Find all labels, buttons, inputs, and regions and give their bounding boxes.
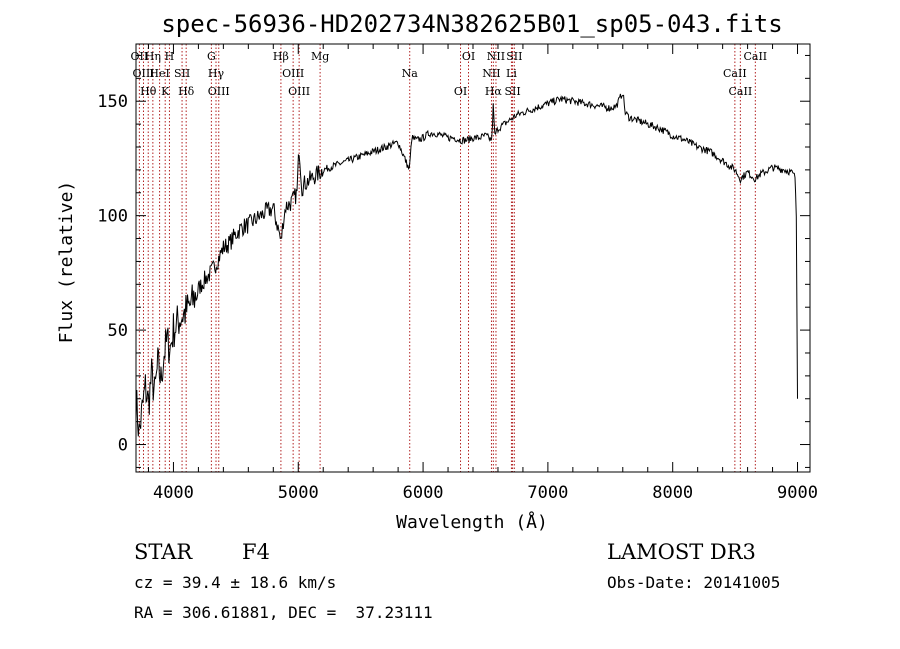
line-label: OIII [288,85,310,98]
line-label: CaII [743,50,767,63]
line-label: OIII [132,67,154,80]
line-label: SII [174,67,190,80]
line-label: G [207,50,216,63]
y-tick-label: 50 [108,321,128,341]
line-label: OI [454,85,467,98]
line-label: Li [506,67,517,80]
star-class: STAR [134,540,193,564]
y-tick-label: 0 [118,436,128,456]
x-tick-label: 9000 [777,483,818,503]
line-label: CaII [723,67,747,80]
x-tick-label: 7000 [527,483,568,503]
line-label: OIII [208,85,230,98]
line-label: OII [131,50,149,63]
line-label: Hβ [273,50,289,63]
x-tick-label: 4000 [153,483,194,503]
y-tick-label: 150 [97,92,128,112]
line-label: OI [462,50,475,63]
line-label: Hη [145,50,161,63]
spectrum-line [135,93,798,437]
line-label: Hδ [178,85,195,98]
line-label: Mg [311,50,329,63]
line-label: NII [482,67,500,80]
line-label: Hα [485,85,503,98]
line-label: HeI [149,67,169,80]
y-axis-label: Flux (relative) [56,181,77,344]
y-axis-ticks: 0 50 100 150 [97,54,810,468]
plot-frame [135,43,811,473]
cz-value: cz = 39.4 ± 18.6 km/s [134,573,337,592]
line-label: OIII [282,67,304,80]
chart-title: spec-56936-HD202734N382625B01_sp05-043.f… [161,10,782,38]
line-labels: OII OIII Hθ Hη HeI K H SII Hδ G Hγ OIII Hβ OIII OIII Mg… [131,50,768,98]
line-label: SII [504,85,520,98]
x-tick-label: 6000 [403,483,444,503]
line-label: Hγ [208,67,225,80]
line-label: H [165,50,175,63]
coordinates: RA = 306.61881, DEC = 37.23111 [134,603,433,622]
survey-name: LAMOST DR3 [607,540,756,564]
y-tick-label: 100 [97,207,128,227]
line-label: Hθ [140,85,157,98]
x-tick-label: 5000 [278,483,319,503]
line-label: Na [402,67,419,80]
line-label: NII [487,50,505,63]
x-axis-label: Wavelength (Å) [396,511,548,533]
x-tick-label: 8000 [652,483,693,503]
obs-date: Obs-Date: 20141005 [607,573,781,592]
line-label: K [161,85,170,98]
line-markers [138,44,756,472]
x-axis-ticks: 4000 5000 6000 7000 8000 9000 [147,44,818,503]
star-subclass: F4 [242,540,270,564]
line-label: SII [506,50,522,63]
line-label: CaII [729,85,753,98]
